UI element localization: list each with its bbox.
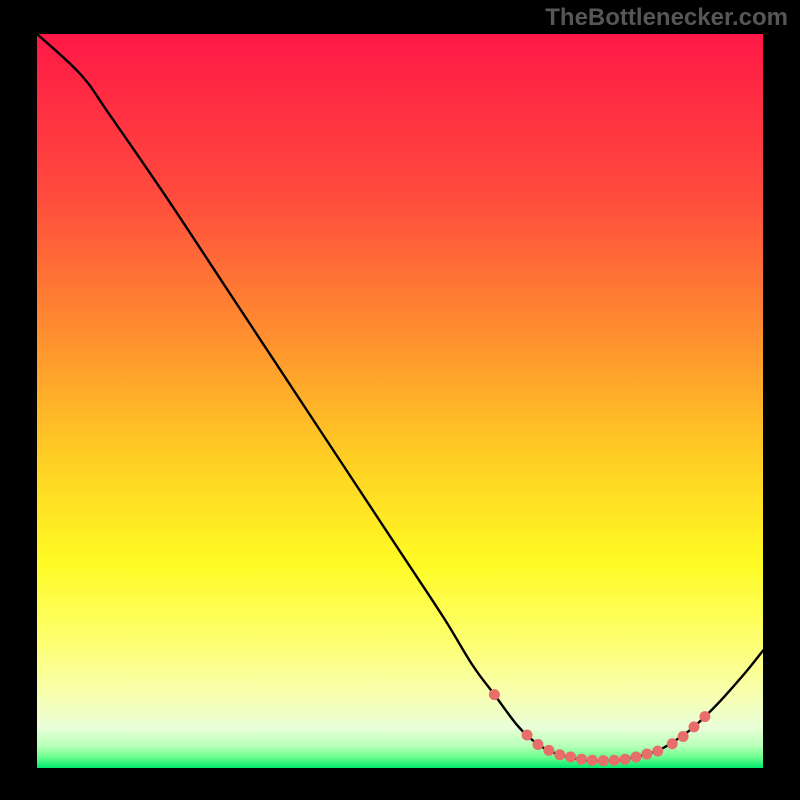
watermark-text: TheBottlenecker.com	[545, 4, 788, 32]
curve-marker	[489, 689, 500, 700]
curve-marker	[641, 749, 652, 760]
curve-marker	[587, 755, 598, 766]
curve-marker	[532, 739, 543, 750]
plot-area	[37, 34, 763, 768]
curve-marker	[667, 738, 678, 749]
curve-marker	[543, 745, 554, 756]
chart-background	[37, 34, 763, 768]
curve-marker	[689, 721, 700, 732]
curve-marker	[620, 754, 631, 765]
chart-svg	[37, 34, 763, 768]
curve-marker	[652, 746, 663, 757]
curve-marker	[598, 755, 609, 766]
curve-marker	[565, 751, 576, 762]
curve-marker	[630, 751, 641, 762]
chart-frame: TheBottlenecker.com	[0, 0, 800, 800]
curve-marker	[576, 754, 587, 765]
curve-marker	[554, 749, 565, 760]
curve-marker	[678, 731, 689, 742]
curve-marker	[609, 755, 620, 766]
curve-marker	[522, 729, 533, 740]
curve-marker	[699, 711, 710, 722]
